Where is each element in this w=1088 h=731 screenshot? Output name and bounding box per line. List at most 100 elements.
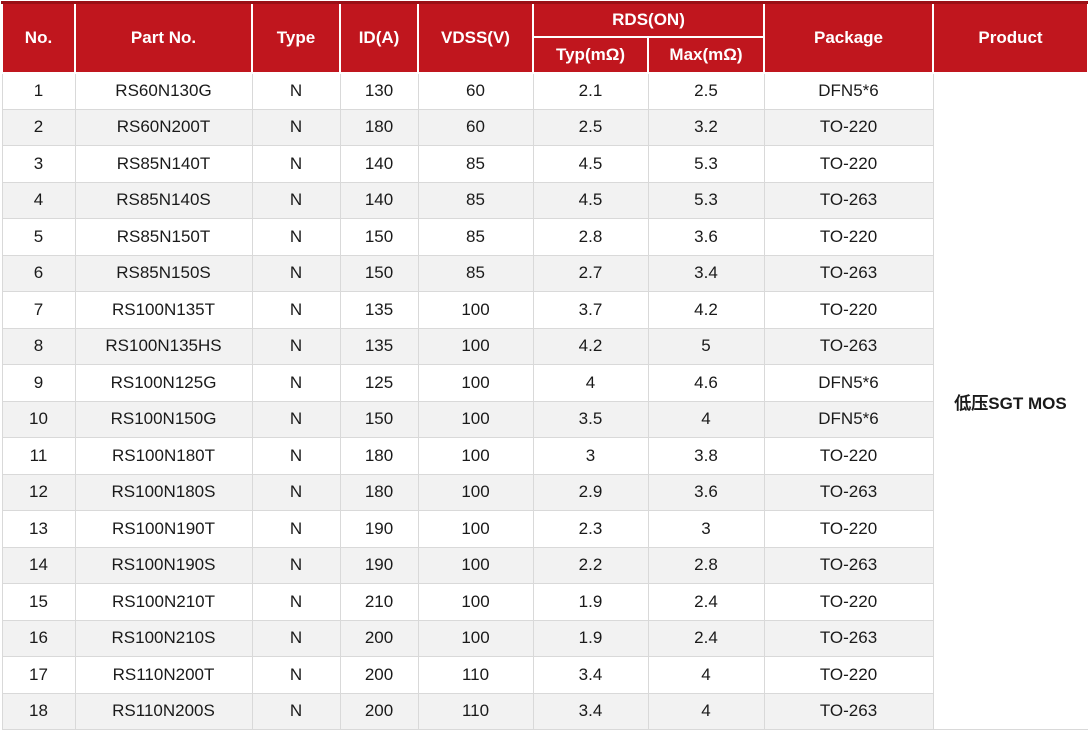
cell-id-a: 200	[339, 619, 419, 657]
cell-id-a: 130	[339, 72, 419, 110]
cell-id-a: 180	[339, 473, 419, 511]
cell-rds-max: 4	[647, 656, 765, 694]
table-row: 5 RS85N150T N 150 85 2.8 3.6 TO-220	[1, 218, 1088, 256]
cell-no: 12	[1, 473, 76, 511]
table-row: 6 RS85N150S N 150 85 2.7 3.4 TO-263	[1, 254, 1088, 292]
cell-part-no: RS100N190S	[74, 546, 253, 584]
cell-rds-max: 4.6	[647, 364, 765, 402]
cell-part-no: RS100N190T	[74, 510, 253, 548]
cell-package: DFN5*6	[763, 364, 934, 402]
cell-no: 13	[1, 510, 76, 548]
cell-rds-max: 3.4	[647, 254, 765, 292]
header-id-a: ID(A)	[339, 1, 419, 74]
cell-rds-max: 5	[647, 327, 765, 365]
cell-type: N	[251, 145, 341, 183]
header-vdss-v: VDSS(V)	[417, 1, 534, 74]
header-max-mohm: Max(mΩ)	[647, 35, 765, 74]
cell-rds-typ: 3.4	[532, 692, 649, 730]
cell-id-a: 210	[339, 583, 419, 621]
header-part-no: Part No.	[74, 1, 253, 74]
table-row: 15 RS100N210T N 210 100 1.9 2.4 TO-220	[1, 583, 1088, 621]
cell-type: N	[251, 473, 341, 511]
cell-part-no: RS100N135HS	[74, 327, 253, 365]
cell-rds-max: 3	[647, 510, 765, 548]
cell-id-a: 180	[339, 108, 419, 146]
cell-vdss-v: 85	[417, 145, 534, 183]
cell-rds-typ: 2.7	[532, 254, 649, 292]
cell-vdss-v: 110	[417, 692, 534, 730]
cell-rds-max: 3.6	[647, 218, 765, 256]
cell-rds-max: 5.3	[647, 145, 765, 183]
cell-no: 18	[1, 692, 76, 730]
cell-no: 1	[1, 72, 76, 110]
cell-package: TO-263	[763, 327, 934, 365]
cell-type: N	[251, 108, 341, 146]
cell-rds-max: 3.6	[647, 473, 765, 511]
cell-vdss-v: 100	[417, 400, 534, 438]
cell-type: N	[251, 692, 341, 730]
cell-part-no: RS100N150G	[74, 400, 253, 438]
cell-vdss-v: 85	[417, 181, 534, 219]
cell-no: 17	[1, 656, 76, 694]
cell-part-no: RS85N140S	[74, 181, 253, 219]
cell-type: N	[251, 510, 341, 548]
cell-rds-typ: 3.4	[532, 656, 649, 694]
table-row: 2 RS60N200T N 180 60 2.5 3.2 TO-220	[1, 108, 1088, 146]
cell-part-no: RS100N135T	[74, 291, 253, 329]
cell-rds-typ: 3.5	[532, 400, 649, 438]
cell-type: N	[251, 181, 341, 219]
cell-package: TO-263	[763, 181, 934, 219]
table-row: 16 RS100N210S N 200 100 1.9 2.4 TO-263	[1, 619, 1088, 657]
cell-part-no: RS100N125G	[74, 364, 253, 402]
cell-type: N	[251, 72, 341, 110]
cell-vdss-v: 85	[417, 218, 534, 256]
header-row-top: No. Part No. Type ID(A) VDSS(V) RDS(ON) …	[1, 1, 1088, 74]
cell-no: 3	[1, 145, 76, 183]
cell-package: DFN5*6	[763, 72, 934, 110]
table-row: 13 RS100N190T N 190 100 2.3 3 TO-220	[1, 510, 1088, 548]
cell-type: N	[251, 546, 341, 584]
cell-id-a: 150	[339, 218, 419, 256]
cell-rds-typ: 4.5	[532, 145, 649, 183]
cell-vdss-v: 100	[417, 473, 534, 511]
cell-rds-typ: 2.5	[532, 108, 649, 146]
table-row: 4 RS85N140S N 140 85 4.5 5.3 TO-263	[1, 181, 1088, 219]
cell-rds-max: 3.2	[647, 108, 765, 146]
header-row-sub: Typ(mΩ) Max(mΩ)	[2, 35, 1088, 74]
table-row: 7 RS100N135T N 135 100 3.7 4.2 TO-220	[1, 291, 1088, 329]
cell-rds-max: 3.8	[647, 437, 765, 475]
cell-id-a: 150	[339, 400, 419, 438]
table-row: 8 RS100N135HS N 135 100 4.2 5 TO-263	[1, 327, 1088, 365]
cell-package: TO-220	[763, 437, 934, 475]
cell-part-no: RS110N200T	[74, 656, 253, 694]
cell-vdss-v: 100	[417, 291, 534, 329]
cell-rds-typ: 2.3	[532, 510, 649, 548]
cell-no: 9	[1, 364, 76, 402]
cell-rds-typ: 4	[532, 364, 649, 402]
cell-vdss-v: 100	[417, 619, 534, 657]
cell-rds-typ: 2.9	[532, 473, 649, 511]
cell-package: DFN5*6	[763, 400, 934, 438]
table-row: 9 RS100N125G N 125 100 4 4.6 DFN5*6	[1, 364, 1088, 402]
table-row: 18 RS110N200S N 200 110 3.4 4 TO-263	[1, 692, 1088, 730]
cell-type: N	[251, 364, 341, 402]
header-package: Package	[763, 1, 934, 74]
cell-vdss-v: 110	[417, 656, 534, 694]
cell-vdss-v: 100	[417, 583, 534, 621]
cell-package: TO-220	[763, 108, 934, 146]
cell-id-a: 125	[339, 364, 419, 402]
cell-no: 10	[1, 400, 76, 438]
cell-no: 5	[1, 218, 76, 256]
cell-package: TO-220	[763, 291, 934, 329]
cell-vdss-v: 100	[417, 437, 534, 475]
cell-rds-max: 2.4	[647, 583, 765, 621]
cell-rds-max: 4.2	[647, 291, 765, 329]
cell-rds-typ: 4.5	[532, 181, 649, 219]
table-body: 1 RS60N130G N 130 60 2.1 2.5 DFN5*6 低压SG…	[1, 72, 1088, 730]
cell-package: TO-220	[763, 145, 934, 183]
table-row: 10 RS100N150G N 150 100 3.5 4 DFN5*6	[1, 400, 1088, 438]
cell-package: TO-263	[763, 473, 934, 511]
cell-package: TO-220	[763, 218, 934, 256]
cell-package: TO-220	[763, 656, 934, 694]
